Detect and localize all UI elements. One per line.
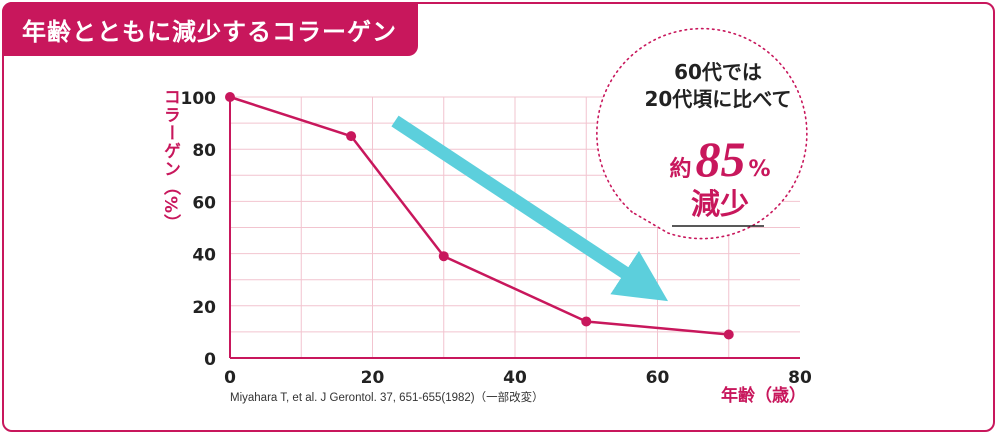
x-tick-label: 40 bbox=[503, 368, 527, 388]
data-point bbox=[346, 131, 357, 142]
data-series bbox=[225, 92, 734, 340]
callout-bubble: 60代では 20代頃に比べて 約85% 減少 bbox=[596, 27, 808, 240]
tick-labels: 0 20 40 60 80 100 0 20 40 60 80 bbox=[181, 89, 812, 388]
callout-line-3: 約85% bbox=[669, 131, 770, 187]
x-tick-label: 60 bbox=[646, 368, 670, 388]
page-title: 年齢とともに減少するコラーゲン bbox=[2, 2, 418, 56]
callout-outline bbox=[596, 27, 808, 240]
callout-percent: % bbox=[748, 157, 770, 182]
data-point bbox=[438, 251, 449, 262]
y-tick-label: 0 bbox=[204, 350, 216, 370]
callout-number: 85 bbox=[695, 131, 745, 187]
y-tick-label: 100 bbox=[181, 89, 217, 109]
x-axis-label: 年齢（歳） bbox=[721, 385, 806, 406]
data-point bbox=[723, 329, 734, 340]
callout-line-2: 20代頃に比べて bbox=[644, 87, 791, 111]
callout-line-4: 減少 bbox=[691, 187, 749, 221]
y-tick-label: 20 bbox=[192, 298, 216, 318]
data-point bbox=[581, 316, 592, 327]
source-citation: Miyahara T, et al. J Gerontol. 37, 651-6… bbox=[230, 390, 544, 404]
y-tick-label: 80 bbox=[192, 141, 216, 161]
y-tick-label: 40 bbox=[192, 246, 216, 266]
x-tick-label: 20 bbox=[361, 368, 385, 388]
x-tick-label: 0 bbox=[224, 368, 236, 388]
trend-arrow bbox=[391, 115, 669, 302]
y-tick-label: 60 bbox=[192, 193, 216, 213]
x-tick-label: 80 bbox=[788, 368, 812, 388]
callout-prefix: 約 bbox=[669, 156, 691, 182]
chart-frame bbox=[2, 2, 995, 432]
chart-axes bbox=[229, 97, 800, 359]
data-point bbox=[225, 92, 235, 102]
callout-line-1: 60代では bbox=[674, 60, 762, 84]
y-axis-label: コラーゲン（%） bbox=[160, 88, 181, 232]
